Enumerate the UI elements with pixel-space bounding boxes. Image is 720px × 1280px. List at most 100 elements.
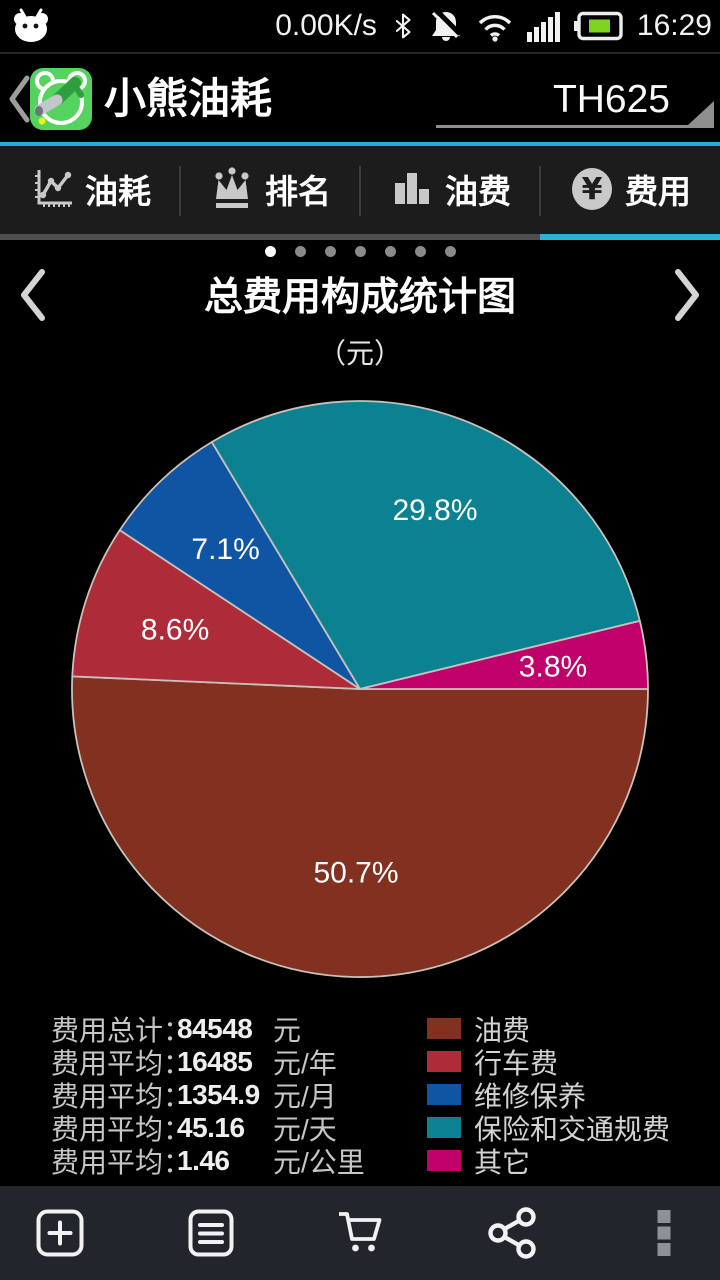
notifications-off-icon <box>431 9 462 41</box>
app-logo-icon[interactable] <box>30 68 92 130</box>
spinner-underline <box>436 125 714 128</box>
stat-unit: 元/年 <box>273 1047 337 1079</box>
legend-color-chip <box>427 1084 461 1105</box>
carousel-dot <box>294 246 306 257</box>
carousel-dot <box>264 246 276 257</box>
pie-slice <box>359 619 649 690</box>
line-chart-icon <box>35 170 72 207</box>
pie-slice <box>210 400 641 690</box>
stat-row: 费用总计： 84548 元 <box>51 1012 365 1046</box>
add-record-icon <box>36 1209 84 1257</box>
legend-row: 行车费 <box>427 1045 670 1079</box>
carousel-dot <box>324 246 336 257</box>
pie-chart: 50.7% 8.6% 7.1% 29.8% 3.8% <box>71 400 649 978</box>
pie-slice <box>71 675 649 978</box>
stat-unit: 元 <box>273 1014 302 1046</box>
stat-row: 费用平均： 1354.9 元/月 <box>51 1078 365 1112</box>
share-button[interactable] <box>472 1186 552 1280</box>
stat-label: 费用总计： <box>51 1014 192 1046</box>
overflow-menu-icon <box>657 1210 671 1256</box>
tab-fuel-consumption[interactable]: 油耗 <box>0 146 180 240</box>
vehicle-selector[interactable]: TH625 <box>436 56 714 142</box>
tab-expenses[interactable]: ¥ 费用 <box>539 146 720 240</box>
cost-stats: 费用总计： 84548 元费用平均： 16485 元/年 费用平均： 1354.9 元/月 费用… <box>51 1012 365 1178</box>
next-chart-arrow-icon[interactable] <box>668 266 706 324</box>
bluetooth-icon <box>395 13 411 39</box>
tab-bar: 油耗 排名 油费 ¥ 费用 <box>0 146 720 240</box>
stat-value: 45.16 <box>177 1111 245 1143</box>
action-bar: 小熊油耗 TH625 <box>0 56 720 142</box>
tab-label: 油费 <box>445 173 511 210</box>
stat-label: 费用平均： <box>51 1113 192 1145</box>
shopping-cart-button[interactable] <box>320 1186 400 1280</box>
legend-row: 其它 <box>427 1144 670 1178</box>
stat-label: 费用平均： <box>51 1047 192 1079</box>
records-list-button[interactable] <box>171 1186 251 1280</box>
stat-unit: 元/公里 <box>273 1146 365 1178</box>
stat-unit: 元/天 <box>273 1113 337 1145</box>
stat-value: 1354.9 <box>177 1078 260 1110</box>
shopping-cart-icon <box>339 1212 382 1252</box>
share-icon <box>488 1207 536 1259</box>
battery-level <box>588 19 610 33</box>
pie-slice-label: 29.8% <box>392 494 477 527</box>
stat-label: 费用平均： <box>51 1080 192 1112</box>
yen-circle-icon: ¥ <box>572 168 612 210</box>
stat-value: 84548 <box>177 1012 253 1044</box>
clock: 16:29 <box>636 9 712 42</box>
carousel-dot <box>354 246 366 257</box>
tab-label: 费用 <box>625 173 691 210</box>
stat-label: 费用平均： <box>51 1146 192 1178</box>
legend-label: 其它 <box>474 1146 531 1178</box>
legend-color-chip <box>427 1051 461 1072</box>
tab-underline-track <box>0 234 720 240</box>
wifi-icon <box>478 15 512 42</box>
legend-color-chip <box>427 1117 461 1138</box>
stat-row: 费用平均： 16485 元/年 <box>51 1045 365 1079</box>
chart-title: 总费用构成统计图 <box>203 276 516 319</box>
stat-unit: 元/月 <box>273 1080 337 1112</box>
back-chevron-icon[interactable] <box>5 73 33 125</box>
tab-fuel-cost[interactable]: 油费 <box>359 146 540 240</box>
pie-slice <box>71 529 361 690</box>
prev-chart-arrow-icon[interactable] <box>14 266 52 324</box>
stat-row: 费用平均： 1.46 元/公里 <box>51 1144 365 1178</box>
legend-color-chip <box>427 1018 461 1039</box>
legend-label: 维修保养 <box>474 1080 587 1112</box>
pie-slice-label: 8.6% <box>141 613 209 646</box>
carousel-dot <box>384 246 396 257</box>
pie-slice-label: 7.1% <box>191 533 259 566</box>
tab-ranking[interactable]: 排名 <box>179 146 360 240</box>
legend-color-chip <box>427 1150 461 1171</box>
carousel-dot <box>444 246 456 257</box>
battery-icon <box>573 11 623 41</box>
bar-chart-icon <box>395 173 429 204</box>
pie-slice <box>118 441 361 690</box>
legend-label: 保险和交通规费 <box>474 1113 671 1145</box>
crown-icon <box>215 167 249 208</box>
spinner-dropdown-triangle <box>688 101 714 125</box>
legend-label: 油费 <box>474 1014 531 1046</box>
add-record-button[interactable] <box>20 1186 100 1280</box>
carousel-dots <box>0 246 720 257</box>
network-speed: 0.00K/s <box>275 9 377 42</box>
chart-legend: 油费 行车费 维修保养 保险和交通规费 其它 <box>427 1012 670 1178</box>
stat-row: 费用平均： 45.16 元/天 <box>51 1111 365 1145</box>
vehicle-selector-value: TH625 <box>552 78 670 121</box>
stat-value: 1.46 <box>177 1144 230 1176</box>
signal-icon <box>526 12 560 42</box>
legend-label: 行车费 <box>474 1047 559 1079</box>
carousel-dot <box>414 246 426 257</box>
legend-row: 保险和交通规费 <box>427 1111 670 1145</box>
chart-unit-label: （元） <box>317 338 402 369</box>
overflow-menu-button[interactable] <box>624 1186 704 1280</box>
header-accent-line <box>0 142 720 146</box>
status-bar: 0.00K/s 16:29 <box>0 0 720 54</box>
records-list-icon <box>188 1209 234 1257</box>
svg-text:¥: ¥ <box>582 172 603 207</box>
pie-slice-label: 50.7% <box>313 856 398 889</box>
tab-label: 油耗 <box>85 173 151 210</box>
app-title: 小熊油耗 <box>104 75 273 122</box>
legend-row: 油费 <box>427 1012 670 1046</box>
bear-notification-icon <box>14 8 48 42</box>
